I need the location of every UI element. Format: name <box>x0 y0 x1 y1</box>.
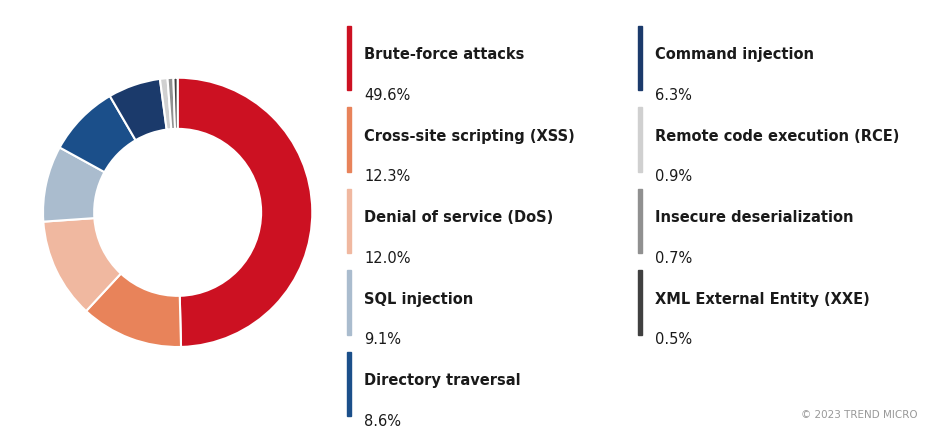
Wedge shape <box>173 78 178 129</box>
Bar <box>639 189 642 253</box>
Wedge shape <box>86 274 181 347</box>
Bar <box>639 107 642 172</box>
Text: Cross-site scripting (XSS): Cross-site scripting (XSS) <box>365 129 575 144</box>
Text: 9.1%: 9.1% <box>365 332 401 347</box>
Text: Brute-force attacks: Brute-force attacks <box>365 47 525 62</box>
Text: 12.3%: 12.3% <box>365 169 410 184</box>
Text: Insecure deserialization: Insecure deserialization <box>655 210 854 225</box>
Text: Command injection: Command injection <box>655 47 814 62</box>
Bar <box>639 270 642 335</box>
Text: 0.7%: 0.7% <box>655 251 693 266</box>
Bar <box>639 26 642 90</box>
Bar <box>347 270 352 335</box>
Text: © 2023 TREND MICRO: © 2023 TREND MICRO <box>800 411 917 420</box>
Wedge shape <box>160 78 171 130</box>
Text: XML External Entity (XXE): XML External Entity (XXE) <box>655 292 870 307</box>
Bar <box>347 107 352 172</box>
Text: Directory traversal: Directory traversal <box>365 373 521 388</box>
Bar <box>347 352 352 416</box>
Bar <box>347 189 352 253</box>
Wedge shape <box>43 148 105 222</box>
Wedge shape <box>60 96 136 172</box>
Text: 0.9%: 0.9% <box>655 169 693 184</box>
Text: Denial of service (DoS): Denial of service (DoS) <box>365 210 554 225</box>
Text: 49.6%: 49.6% <box>365 88 410 103</box>
Bar <box>347 26 352 90</box>
Text: Remote code execution (RCE): Remote code execution (RCE) <box>655 129 899 144</box>
Text: 8.6%: 8.6% <box>365 414 401 429</box>
Text: 0.5%: 0.5% <box>655 332 693 347</box>
Wedge shape <box>43 218 121 311</box>
Wedge shape <box>178 78 312 347</box>
Wedge shape <box>109 79 166 140</box>
Text: 6.3%: 6.3% <box>655 88 692 103</box>
Text: 12.0%: 12.0% <box>365 251 410 266</box>
Text: SQL injection: SQL injection <box>365 292 474 307</box>
Wedge shape <box>167 78 175 129</box>
